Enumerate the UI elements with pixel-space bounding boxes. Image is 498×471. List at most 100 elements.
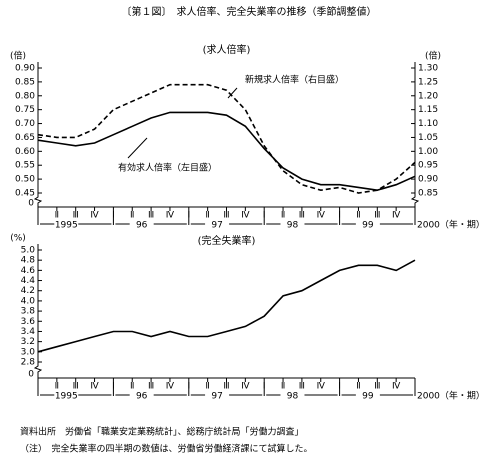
x-tick-label: Ⅰ <box>414 382 417 392</box>
y-tick-label: 0.80 <box>15 91 35 101</box>
y-tick-label: 0.90 <box>15 64 35 74</box>
x-tick-label: Ⅱ <box>55 382 59 392</box>
y2-tick-label: 1.20 <box>418 91 438 101</box>
year-label: 99 <box>362 221 374 231</box>
x-tick-label: Ⅱ <box>281 382 285 392</box>
x-tick-label: Ⅱ <box>281 211 285 221</box>
year-label: 97 <box>211 392 222 402</box>
series-label: 有効求人倍率（左目盛） <box>118 162 217 174</box>
x-tick-label: Ⅰ <box>112 382 115 392</box>
year-label: 96 <box>136 221 148 231</box>
y-tick-label: 4.6 <box>21 266 36 276</box>
series-line <box>37 83 416 194</box>
y-tick-label: 4.8 <box>21 256 36 266</box>
y-tick-label: 4.2 <box>21 286 35 296</box>
x-unit-label: （年・期） <box>440 219 485 231</box>
x-tick-label: Ⅰ <box>338 382 341 392</box>
x-tick-label: Ⅳ <box>317 382 326 392</box>
chart-title: (求人倍率) <box>203 43 251 56</box>
y2-tick-label: 1.00 <box>418 147 438 157</box>
year-label: 2000 <box>417 392 440 402</box>
x-tick-label: Ⅰ <box>112 211 115 221</box>
y2-tick-label: 1.30 <box>418 64 438 74</box>
x-tick-label: Ⅱ <box>130 211 134 221</box>
y2-tick-label: 1.25 <box>418 77 438 87</box>
x-tick-label: Ⅲ <box>148 211 154 221</box>
x-tick-label: Ⅳ <box>241 211 250 221</box>
x-tick-label: Ⅳ <box>392 211 401 221</box>
year-label: 98 <box>287 221 299 231</box>
year-label: 1995 <box>55 221 78 231</box>
x-tick-label: Ⅲ <box>73 382 79 392</box>
y2-tick-label: 1.10 <box>418 119 438 129</box>
x-tick-label: Ⅳ <box>90 211 99 221</box>
series-label: 新規求人倍率（右目盛） <box>245 74 344 86</box>
x-tick-label: Ⅰ <box>414 211 417 221</box>
y-tick-label: 0.65 <box>15 133 35 143</box>
year-label: 99 <box>362 392 374 402</box>
y-tick-label: 2.8 <box>21 358 36 368</box>
y-tick-label: 3.0 <box>21 347 36 357</box>
y2-tick-label: 1.15 <box>418 105 438 115</box>
x-tick-label: Ⅰ <box>338 211 341 221</box>
year-label: 97 <box>211 221 222 231</box>
series-line <box>37 111 416 192</box>
x-tick-label: Ⅰ <box>263 211 266 221</box>
y-tick-label: 0.45 <box>15 189 35 199</box>
x-tick-label: Ⅱ <box>130 382 134 392</box>
x-tick-label: Ⅱ <box>205 382 209 392</box>
y-tick-label: 0.75 <box>15 105 35 115</box>
x-tick-label: Ⅳ <box>392 382 401 392</box>
y-axis-label: (倍) <box>10 50 26 62</box>
y-tick-label: 4.4 <box>21 276 36 286</box>
x-tick-label: Ⅰ <box>37 382 40 392</box>
y-tick-label: 0.60 <box>15 147 35 157</box>
y-tick-label: 3.8 <box>21 307 36 317</box>
axis-break-label: 0 <box>28 199 34 209</box>
x-tick-label: Ⅱ <box>205 211 209 221</box>
x-tick-label: Ⅱ <box>55 211 59 221</box>
y-axis <box>33 62 43 207</box>
x-tick-label: Ⅳ <box>166 211 175 221</box>
y-tick-label: 3.6 <box>21 317 36 327</box>
x-tick-label: Ⅲ <box>374 382 380 392</box>
x-tick-label: Ⅲ <box>223 382 229 392</box>
x-tick-label: Ⅰ <box>187 211 190 221</box>
x-tick-label: Ⅲ <box>374 211 380 221</box>
x-tick-label: Ⅲ <box>299 382 305 392</box>
x-tick-label: Ⅳ <box>166 382 175 392</box>
y-tick-label: 3.4 <box>21 327 36 337</box>
x-tick-label: Ⅰ <box>187 382 190 392</box>
y-tick-label: 0.85 <box>15 77 35 87</box>
footnote: （注） 完全失業率の四半期の数値は、労働省労働経済課にて試算した。 <box>20 443 313 455</box>
year-label: 2000 <box>417 221 440 231</box>
x-tick-label: Ⅲ <box>223 211 229 221</box>
y-axis <box>410 62 420 207</box>
y-axis-label: (%) <box>10 234 26 244</box>
x-tick-label: Ⅲ <box>73 211 79 221</box>
x-tick-label: Ⅰ <box>263 382 266 392</box>
chart-title: (完全失業率) <box>198 234 256 247</box>
year-label: 98 <box>287 392 299 402</box>
x-tick-label: Ⅱ <box>356 211 360 221</box>
source-note: 資料出所 労働省「職業安定業務統計」、総務庁統計局「労働力調査」 <box>20 426 304 438</box>
x-tick-label: Ⅳ <box>317 211 326 221</box>
x-unit-label: （年・期） <box>440 390 485 402</box>
y-axis <box>33 244 43 378</box>
year-label: 96 <box>136 392 148 402</box>
x-tick-label: Ⅱ <box>356 382 360 392</box>
figure-title: 〔第１図〕 求人倍率、完全失業率の推移（季節調整値） <box>122 5 377 18</box>
y-tick-label: 3.2 <box>21 337 35 347</box>
x-tick-label: Ⅰ <box>37 211 40 221</box>
x-tick-label: Ⅲ <box>299 211 305 221</box>
y-tick-label: 5.0 <box>21 246 36 256</box>
y2-tick-label: 0.85 <box>418 189 438 199</box>
x-tick-label: Ⅳ <box>241 382 250 392</box>
x-tick-label: Ⅲ <box>148 382 154 392</box>
y-tick-label: 0.50 <box>15 175 35 185</box>
y2-axis-label: (倍) <box>425 50 441 62</box>
y2-tick-label: 0.95 <box>418 161 438 171</box>
y-tick-label: 0.55 <box>15 161 35 171</box>
axis-break-label: 0 <box>28 370 34 380</box>
